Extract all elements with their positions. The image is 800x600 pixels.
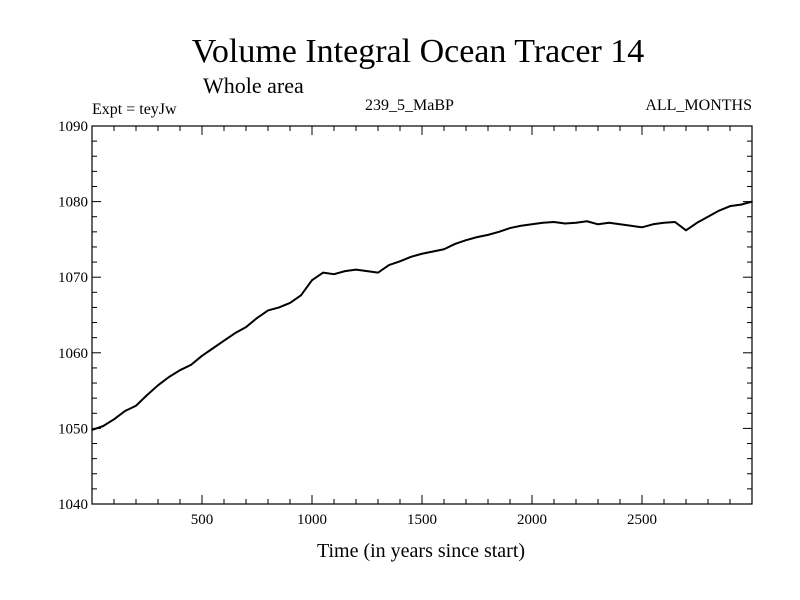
chart-title: Volume Integral Ocean Tracer 14 bbox=[192, 33, 645, 70]
data-point bbox=[487, 234, 489, 236]
data-point bbox=[168, 376, 170, 378]
period-label: ALL_MONTHS bbox=[645, 97, 752, 114]
data-point bbox=[267, 309, 269, 312]
data-point bbox=[399, 260, 401, 263]
data-point bbox=[113, 418, 115, 421]
y-tick-label: 1080 bbox=[58, 195, 88, 211]
data-point bbox=[289, 302, 291, 304]
data-point bbox=[443, 248, 445, 251]
data-point bbox=[377, 271, 379, 274]
data-series-line bbox=[91, 200, 753, 431]
data-point bbox=[586, 220, 588, 223]
chart-subtitle: Whole area bbox=[203, 73, 304, 98]
axis-tick-labels: 500 1000 1500 2000 2500 1040 1050 1060 1070 1080 1… bbox=[58, 119, 657, 528]
data-point bbox=[311, 279, 313, 282]
x-tick-label: 500 bbox=[191, 512, 214, 528]
data-point bbox=[179, 369, 181, 371]
y-tick-label: 1070 bbox=[58, 270, 88, 286]
x-tick-label: 2000 bbox=[517, 512, 547, 528]
data-point bbox=[652, 223, 654, 226]
experiment-label: Expt = teyJw bbox=[92, 101, 177, 118]
data-point bbox=[102, 425, 104, 427]
data-point bbox=[476, 236, 478, 238]
data-point bbox=[124, 410, 126, 412]
y-tick-label: 1050 bbox=[58, 421, 88, 437]
data-point bbox=[608, 221, 610, 224]
data-point bbox=[564, 222, 566, 225]
data-point bbox=[575, 221, 577, 224]
data-point bbox=[619, 223, 621, 226]
data-point bbox=[366, 270, 368, 272]
data-points bbox=[91, 200, 753, 431]
data-point bbox=[355, 268, 357, 271]
data-point bbox=[674, 221, 676, 223]
data-point bbox=[740, 203, 742, 206]
data-point bbox=[146, 394, 148, 396]
x-tick-label: 1500 bbox=[407, 512, 437, 528]
x-axis-label: Time (in years since start) bbox=[317, 540, 525, 562]
data-point bbox=[454, 243, 456, 245]
data-point bbox=[718, 209, 720, 212]
data-point bbox=[663, 221, 665, 224]
data-point bbox=[410, 255, 412, 258]
data-point bbox=[212, 347, 214, 350]
data-point bbox=[135, 404, 137, 407]
data-point bbox=[729, 205, 731, 207]
data-point bbox=[696, 221, 698, 224]
data-point bbox=[190, 364, 192, 366]
data-point bbox=[751, 200, 753, 203]
data-point bbox=[300, 294, 302, 297]
data-point bbox=[432, 250, 434, 253]
data-point bbox=[542, 221, 544, 224]
y-tick-label: 1040 bbox=[58, 497, 88, 513]
data-point bbox=[553, 221, 555, 223]
data-point bbox=[201, 355, 203, 357]
data-point bbox=[685, 229, 687, 232]
run-label: 239_5_MaBP bbox=[365, 97, 454, 114]
axis-ticks bbox=[92, 126, 752, 504]
data-point bbox=[256, 317, 258, 319]
data-point bbox=[245, 326, 247, 328]
data-point bbox=[597, 223, 599, 226]
data-point bbox=[322, 271, 324, 274]
x-tick-label: 2500 bbox=[627, 512, 657, 528]
data-point bbox=[707, 215, 709, 218]
data-point bbox=[223, 339, 225, 342]
data-point bbox=[91, 429, 93, 431]
data-point bbox=[388, 264, 390, 266]
data-point bbox=[234, 332, 236, 334]
data-point bbox=[465, 239, 467, 241]
y-tick-label: 1060 bbox=[58, 346, 88, 362]
data-point bbox=[520, 224, 522, 227]
plot-frame bbox=[91, 125, 753, 505]
data-point bbox=[509, 227, 511, 229]
data-point bbox=[630, 224, 632, 227]
x-tick-label: 1000 bbox=[297, 512, 327, 528]
data-point bbox=[531, 223, 533, 226]
data-point bbox=[498, 231, 500, 233]
data-point bbox=[421, 252, 423, 255]
data-point bbox=[157, 384, 159, 387]
data-point bbox=[641, 226, 643, 229]
data-point bbox=[278, 306, 280, 309]
data-point bbox=[344, 270, 346, 272]
y-tick-label: 1090 bbox=[58, 119, 88, 135]
data-point bbox=[333, 273, 335, 275]
